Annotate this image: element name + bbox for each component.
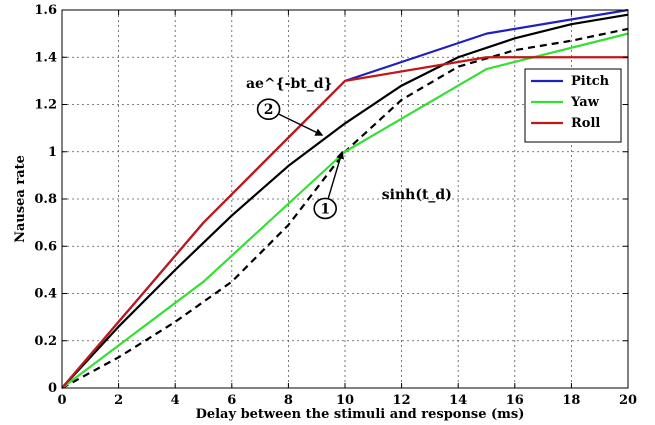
y-tick-label: 1.2 xyxy=(34,98,57,113)
x-axis-label: Delay between the stimuli and response (… xyxy=(196,407,525,422)
x-tick-label: 4 xyxy=(171,393,180,408)
y-tick-label: 1.4 xyxy=(34,50,57,65)
y-tick-label: 0.4 xyxy=(34,287,57,302)
x-tick-label: 8 xyxy=(284,393,293,408)
legend-label-roll: Roll xyxy=(571,116,600,131)
annotation-label-1: sinh(t_d) xyxy=(382,187,452,203)
annotation-arrow-1 xyxy=(327,150,344,199)
annotation-circle-2 xyxy=(256,98,281,121)
y-tick-label: 0.6 xyxy=(34,239,57,254)
legend-label-yaw: Yaw xyxy=(570,95,600,110)
legend-label-pitch: Pitch xyxy=(571,74,610,89)
grid xyxy=(62,10,628,388)
annotation-circle-1 xyxy=(313,197,337,220)
annotations: 1 sinh(t_d) 2 ae^{-bt_d} xyxy=(246,76,452,220)
y-tick-label: 1 xyxy=(48,145,57,160)
x-tick-label: 18 xyxy=(562,393,580,408)
x-tick-label: 0 xyxy=(57,393,66,408)
x-tick-label: 6 xyxy=(227,393,236,408)
y-tick-label: 0 xyxy=(48,381,57,396)
annotation-number-2: 2 xyxy=(264,102,274,118)
annotation-number-1: 1 xyxy=(320,201,330,217)
annotation-label-2: ae^{-bt_d} xyxy=(246,76,333,92)
x-tick-label: 16 xyxy=(506,393,524,408)
annotation-arrow-2 xyxy=(278,113,324,136)
x-tick-label: 14 xyxy=(449,393,467,408)
x-tick-label: 20 xyxy=(619,393,637,408)
legend: Pitch Yaw Roll xyxy=(524,68,622,143)
y-tick-label: 0.8 xyxy=(34,192,57,207)
y-axis-label: Nausea rate xyxy=(13,155,28,243)
series-line-roll xyxy=(61,56,628,389)
x-tick-label: 2 xyxy=(114,393,123,408)
series-line-solid-black xyxy=(61,13,629,389)
y-tick-label: 1.6 xyxy=(34,3,57,18)
plot-lines xyxy=(61,8,629,389)
x-tick-label: 12 xyxy=(393,393,411,408)
x-tick-label: 10 xyxy=(336,393,354,408)
y-tick-label: 0.2 xyxy=(34,334,57,349)
